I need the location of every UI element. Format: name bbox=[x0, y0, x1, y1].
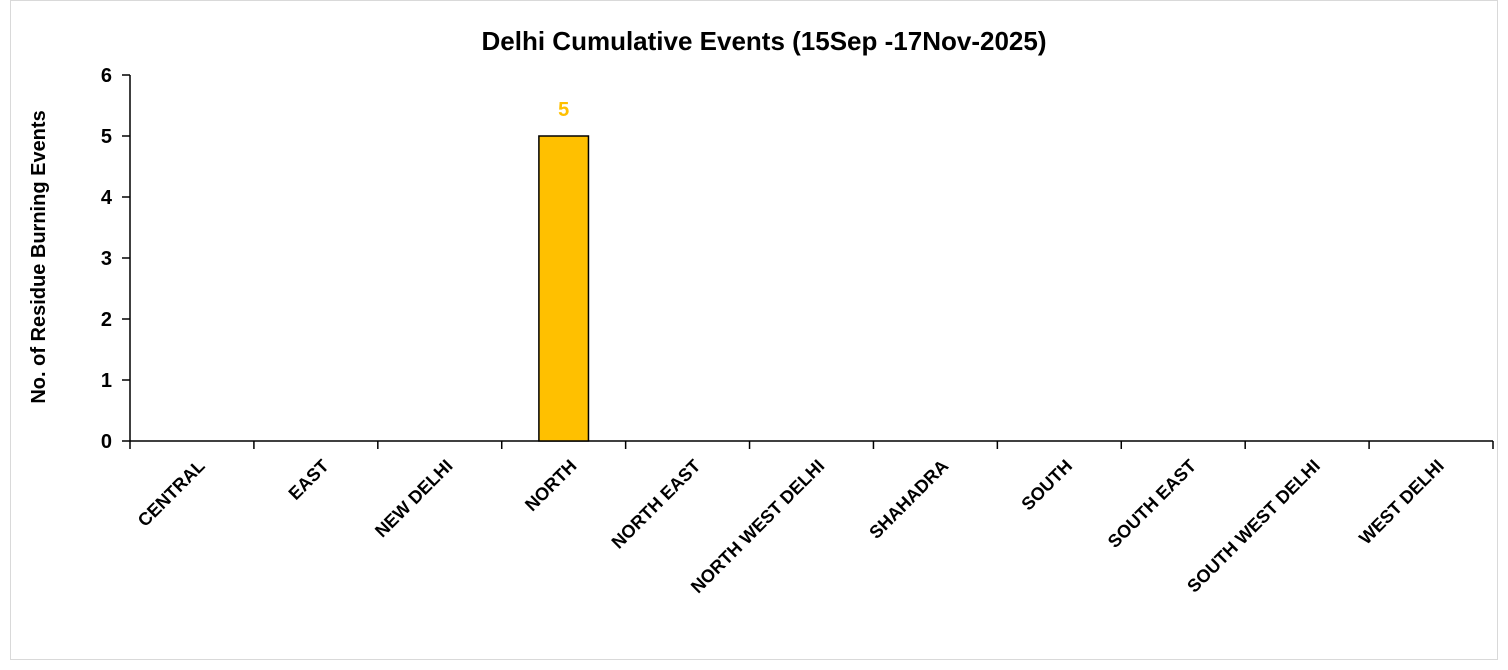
x-category-label: NORTH EAST bbox=[608, 456, 705, 553]
x-category-label: SHAHADRA bbox=[865, 456, 952, 543]
bars bbox=[538, 135, 590, 442]
x-category-label: NORTH WEST DELHI bbox=[687, 456, 828, 597]
x-category-label: WEST DELHI bbox=[1355, 456, 1448, 549]
x-category-label: NORTH bbox=[521, 456, 580, 515]
y-tick-label: 5 bbox=[101, 126, 112, 148]
bar bbox=[538, 135, 590, 442]
x-category-label: NEW DELHI bbox=[371, 456, 457, 542]
x-category-label: CENTRAL bbox=[134, 456, 209, 531]
y-axis: 0 1 2 3 4 5 6 bbox=[101, 65, 131, 453]
y-tick-label: 4 bbox=[101, 187, 113, 209]
y-tick-label: 3 bbox=[101, 248, 112, 270]
chart-title: Delhi Cumulative Events (15Sep -17Nov-20… bbox=[482, 26, 1047, 56]
y-tick-label: 2 bbox=[101, 309, 112, 331]
y-tick-label: 0 bbox=[101, 431, 112, 453]
y-tick-label: 1 bbox=[101, 370, 112, 392]
y-tick-label: 6 bbox=[101, 65, 112, 87]
x-category-label: SOUTH WEST DELHI bbox=[1183, 456, 1324, 597]
y-axis-title: No. of Residue Burning Events bbox=[28, 110, 50, 403]
data-labels: 5 bbox=[558, 99, 569, 121]
chart-frame bbox=[10, 0, 1498, 660]
x-category-label: SOUTH bbox=[1017, 456, 1076, 515]
x-category-label: EAST bbox=[285, 456, 333, 504]
bar-value-label: 5 bbox=[558, 99, 569, 121]
x-axis: CENTRAL EAST NEW DELHI NORTH NORTH EASTNORTH… bbox=[129, 440, 1494, 597]
x-category-label: SOUTH EAST bbox=[1104, 456, 1200, 552]
